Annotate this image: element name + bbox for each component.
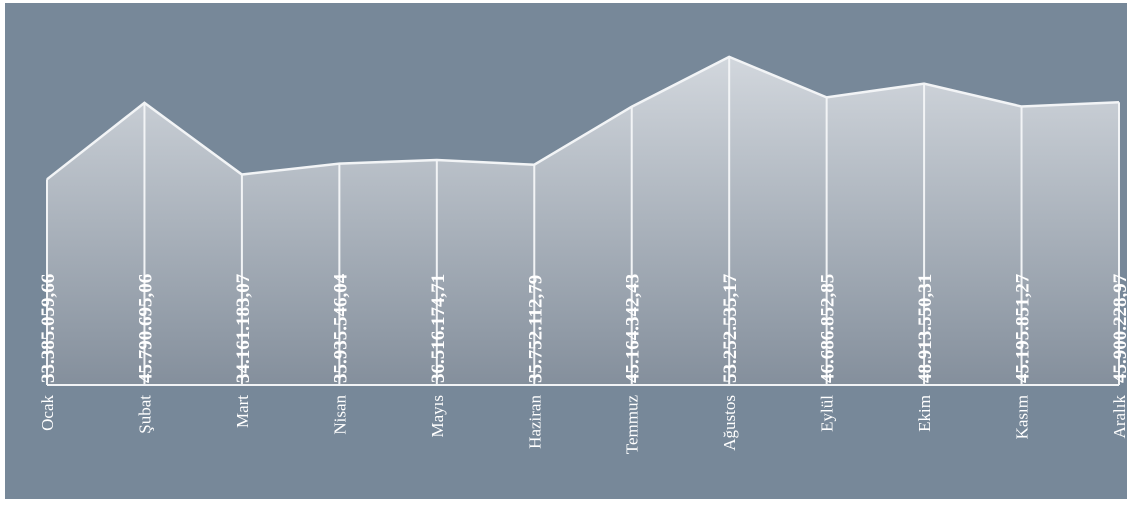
category-label: Nisan <box>330 395 349 435</box>
category-label: Ocak <box>38 395 57 431</box>
value-label: 46.686.852,85 <box>818 274 839 383</box>
category-label: Haziran <box>525 395 544 449</box>
category-label: Eylül <box>818 395 837 432</box>
value-label: 53.252.535,17 <box>720 273 741 383</box>
category-label: Ağustos <box>720 395 739 451</box>
value-label: 45.195.851,27 <box>1013 273 1034 383</box>
category-label: Temmuz <box>623 395 642 455</box>
value-label: 48.913.550,31 <box>915 274 936 383</box>
series-line <box>46 55 1120 181</box>
value-label: 33.385.059,66 <box>38 274 59 383</box>
chart-container: 33.385.059,66 Ocak 45.790.695,06 Şubat 34.16… <box>5 3 1127 499</box>
value-label: 45.900.228,97 <box>1110 273 1127 383</box>
value-label: 34.161.183,07 <box>233 273 254 383</box>
category-label: Ekim <box>915 395 934 432</box>
value-label: 45.790.695,06 <box>135 274 156 383</box>
category-label: Aralık <box>1110 395 1127 439</box>
area-fill <box>47 56 1119 386</box>
category-label: Mart <box>233 395 252 428</box>
value-label: 35.935.546,04 <box>330 273 351 383</box>
value-label: 45.164.342,43 <box>623 274 644 383</box>
value-label: 36.516.174,71 <box>428 274 449 383</box>
category-label: Şubat <box>135 395 154 434</box>
area-chart: 33.385.059,66 Ocak 45.790.695,06 Şubat 34.16… <box>5 3 1127 499</box>
value-label: 35.752.112,79 <box>525 275 546 383</box>
category-label: Mayıs <box>428 395 447 438</box>
category-label: Kasım <box>1013 395 1032 439</box>
